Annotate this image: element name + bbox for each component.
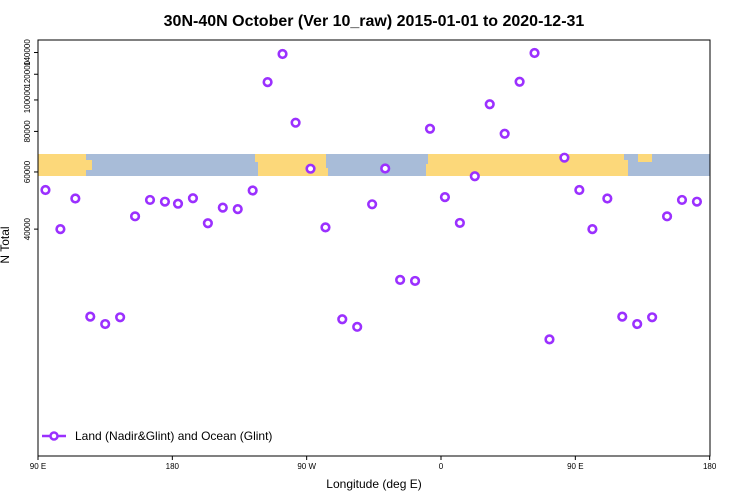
y-tick-label: 140000 — [23, 39, 32, 66]
data-point — [647, 312, 658, 323]
data-point — [202, 218, 213, 229]
data-point — [232, 204, 243, 215]
y-tick-label: 40000 — [23, 217, 32, 240]
data-point — [676, 194, 688, 206]
data-point — [159, 196, 171, 207]
legend-marker — [49, 431, 59, 441]
y-axis-label: N Total — [0, 226, 12, 263]
map-land-block — [426, 164, 434, 176]
data-point — [529, 47, 540, 59]
data-point — [499, 128, 510, 139]
x-axis-ticks: 90 E 180 90 W 0 90 E 180 — [30, 456, 717, 471]
data-point — [439, 191, 451, 203]
data-point — [574, 184, 585, 196]
data-point — [144, 194, 156, 206]
data-point — [559, 152, 570, 163]
data-point — [352, 321, 363, 332]
map-land-block — [84, 160, 92, 170]
x-tick-label: 0 — [439, 462, 444, 471]
data-point — [187, 193, 199, 204]
data-point — [100, 318, 111, 330]
data-point — [172, 198, 184, 209]
data-point — [85, 311, 96, 322]
x-tick-label: 90 E — [30, 462, 46, 471]
data-point — [262, 76, 273, 88]
map-strip — [38, 154, 710, 176]
data-point — [691, 196, 703, 207]
data-point — [484, 99, 495, 110]
map-land-block — [638, 154, 652, 162]
data-points — [40, 47, 703, 345]
map-land-block — [520, 156, 536, 164]
y-tick-label: 80000 — [23, 120, 32, 143]
data-point — [380, 163, 391, 174]
map-land-block — [62, 154, 86, 176]
data-point — [632, 318, 643, 330]
legend: Land (Nadir&Glint) and Ocean (Glint) — [42, 429, 272, 443]
data-point — [587, 224, 598, 235]
data-point — [290, 117, 301, 128]
map-land-block — [258, 154, 326, 176]
x-tick-label: 180 — [703, 462, 717, 471]
data-point — [247, 185, 258, 196]
data-point — [454, 217, 465, 229]
data-point — [617, 311, 628, 322]
data-point — [115, 312, 126, 323]
y-tick-label: 60000 — [23, 160, 32, 183]
data-point — [661, 211, 673, 222]
data-point — [305, 163, 316, 174]
data-point — [40, 184, 51, 196]
data-point — [320, 222, 331, 233]
map-land-block — [255, 154, 267, 162]
data-point — [409, 275, 421, 287]
plot-frame — [37, 39, 711, 457]
data-point — [70, 193, 81, 204]
data-point — [367, 199, 378, 210]
data-point — [469, 171, 480, 182]
data-point — [277, 48, 288, 60]
data-point — [424, 123, 436, 134]
data-point — [602, 193, 613, 204]
map-land-block — [620, 160, 628, 176]
data-point — [55, 224, 66, 235]
map-land-block — [38, 154, 62, 176]
data-point — [217, 202, 228, 213]
data-point — [337, 314, 348, 325]
data-point — [129, 211, 141, 222]
map-land-block — [318, 168, 328, 176]
x-tick-label: 180 — [166, 462, 180, 471]
x-tick-label: 90 E — [567, 462, 583, 471]
data-point — [544, 334, 555, 345]
y-tick-label: 100000 — [23, 86, 32, 113]
x-tick-label: 90 W — [297, 462, 316, 471]
legend-label: Land (Nadir&Glint) and Ocean (Glint) — [75, 429, 272, 443]
x-axis-label: Longitude (deg E) — [326, 477, 421, 491]
map-land-block — [470, 154, 490, 160]
data-point — [395, 274, 406, 286]
data-point — [514, 76, 525, 87]
y-tick-label: 120000 — [23, 60, 32, 87]
chart-title: 30N-40N October (Ver 10_raw) 2015-01-01 … — [164, 13, 585, 30]
